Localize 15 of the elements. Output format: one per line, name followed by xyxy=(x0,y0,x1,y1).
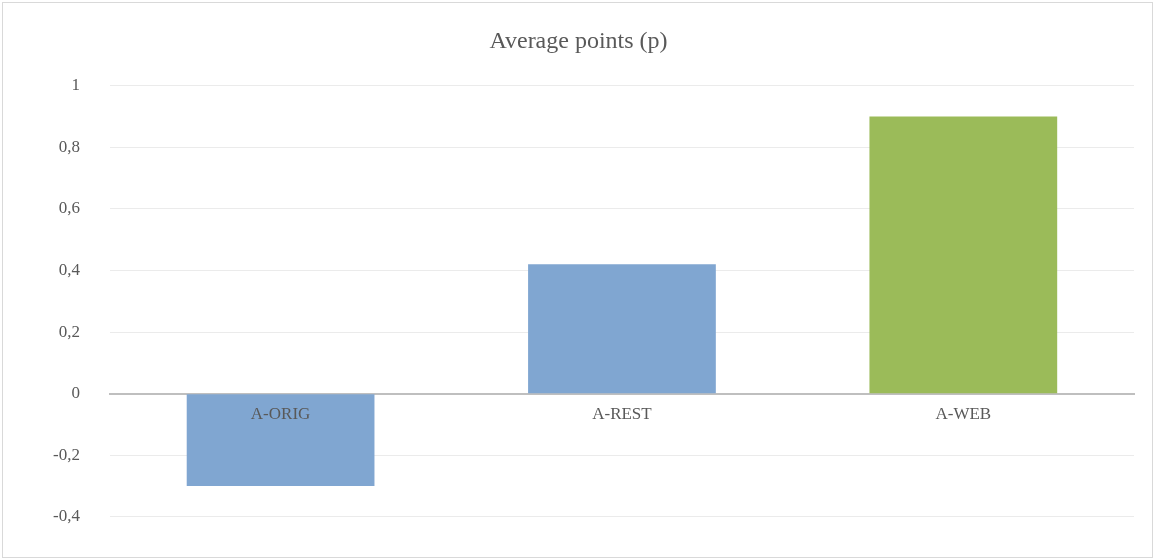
bar xyxy=(186,394,375,487)
y-tick-label: 0 xyxy=(71,383,80,403)
chart-title: Average points (p) xyxy=(489,26,668,53)
x-tick-label: A-REST xyxy=(592,403,653,423)
x-tick-label: A-ORIG xyxy=(250,403,311,423)
y-tick-label: 0,8 xyxy=(58,136,80,156)
y-tick-label: 0,2 xyxy=(58,321,80,341)
y-tick-label: -0,2 xyxy=(52,444,80,464)
x-tick-label: A-WEB xyxy=(935,403,992,423)
bar xyxy=(528,264,716,394)
y-tick-label: -0,4 xyxy=(52,506,81,526)
y-tick-label: 1 xyxy=(71,75,80,95)
y-tick-label: 0,6 xyxy=(58,198,80,218)
y-tick-label: 0,4 xyxy=(58,259,81,279)
bar xyxy=(869,116,1058,394)
